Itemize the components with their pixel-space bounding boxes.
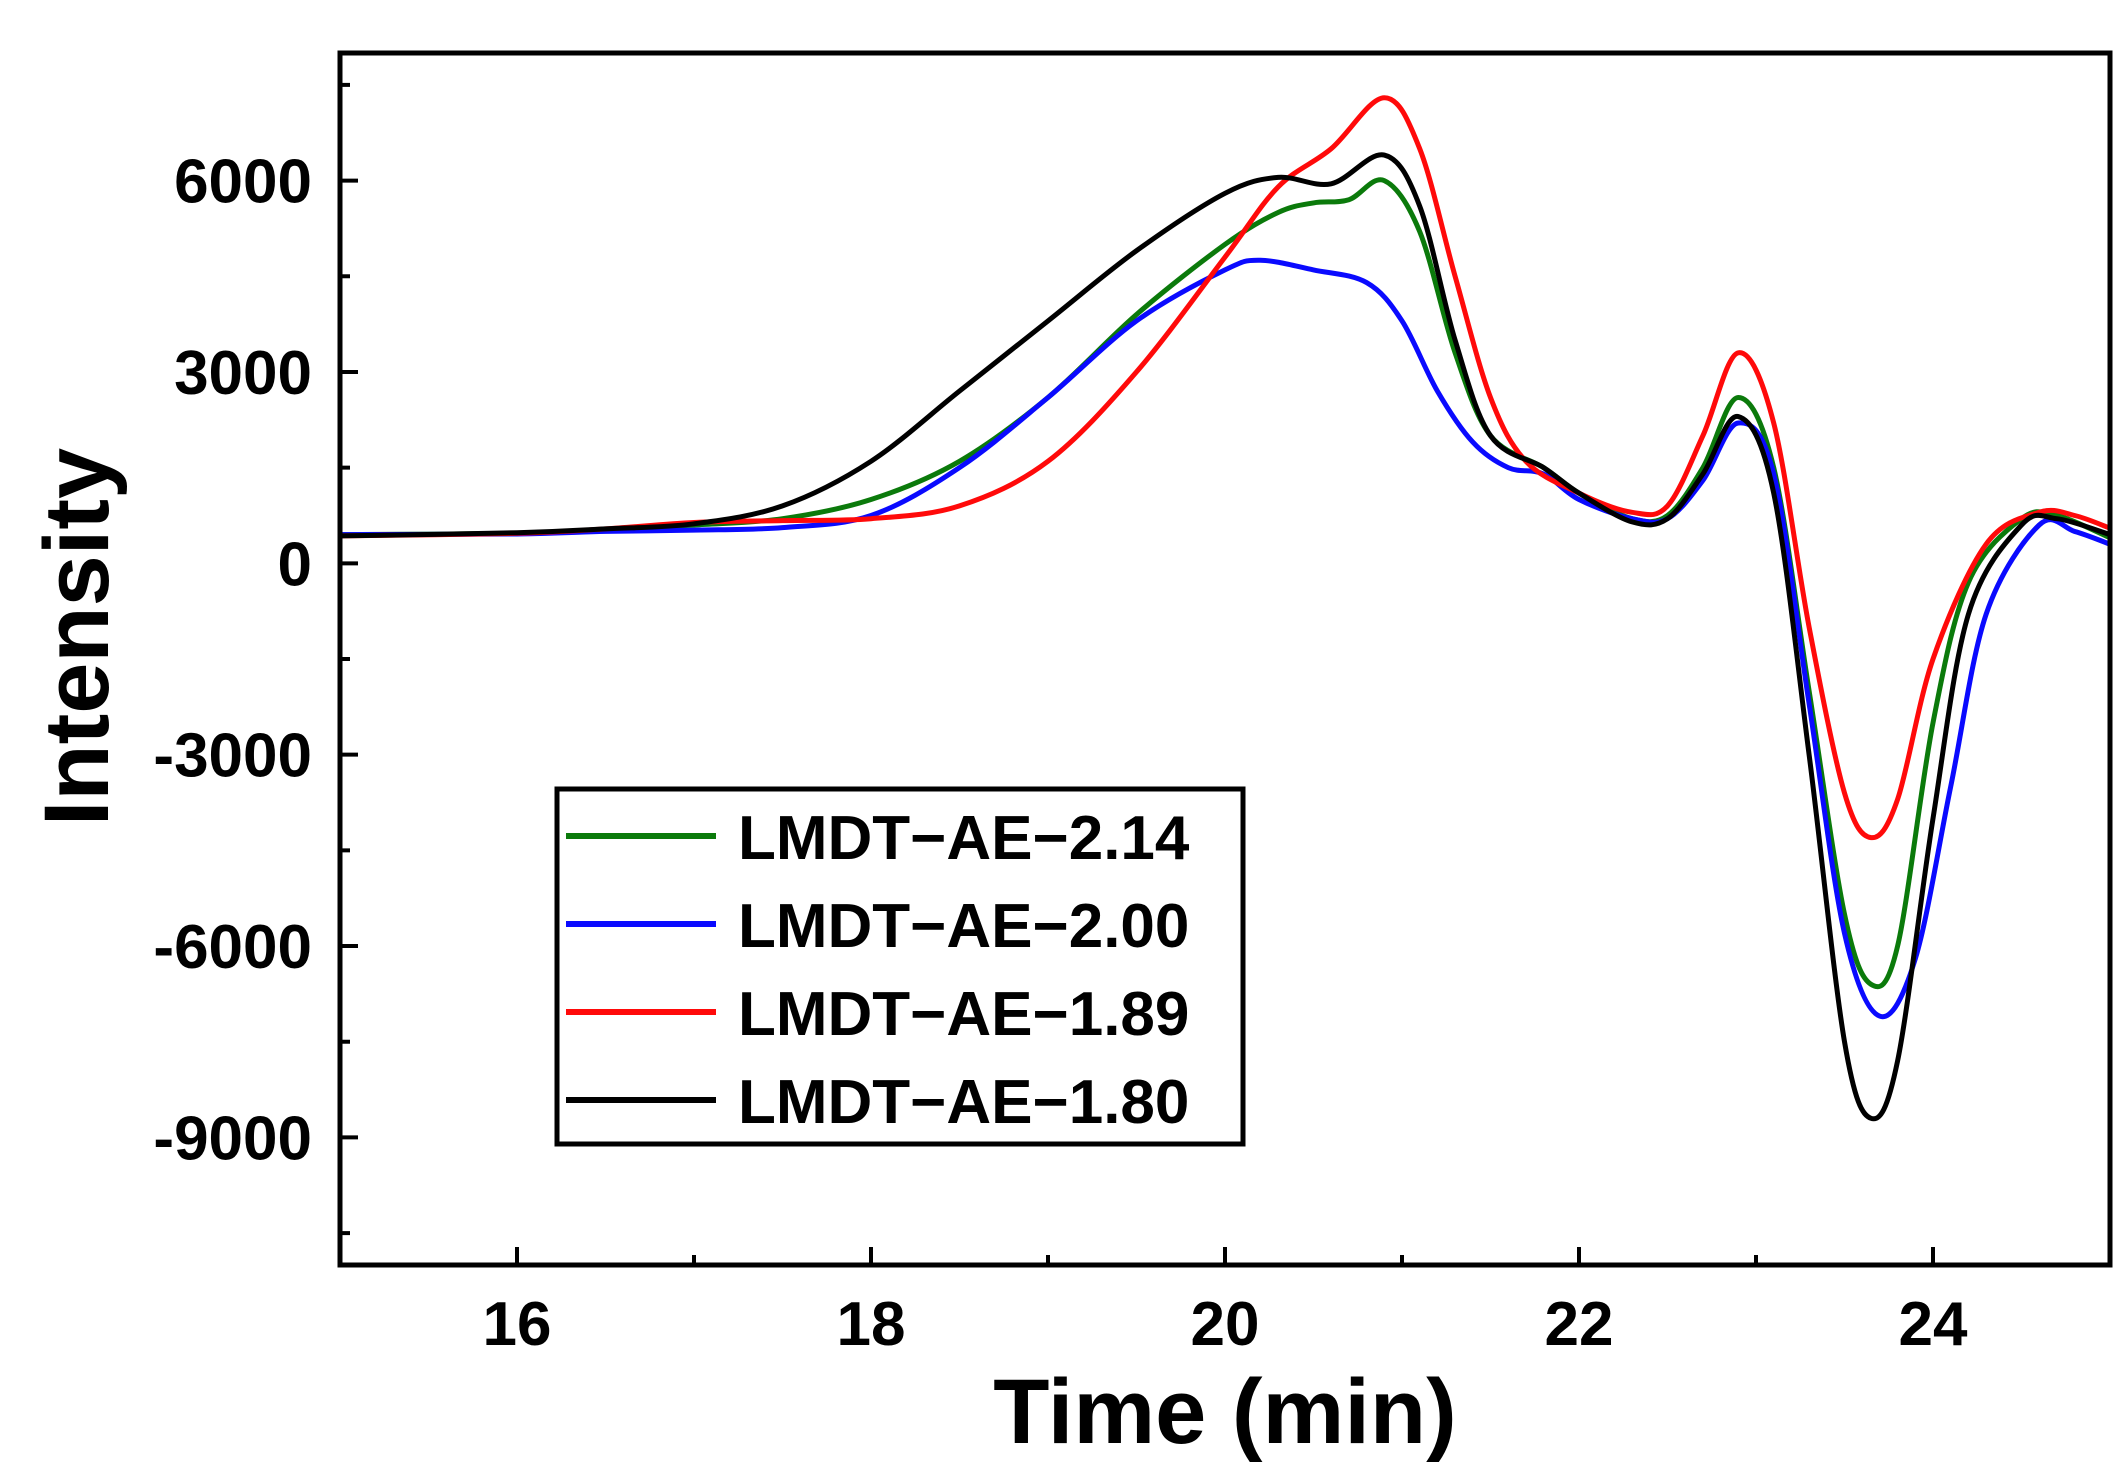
legend-label-2: LMDT−AE−2.00 xyxy=(738,892,1189,961)
x-tick-label: 16 xyxy=(483,1290,552,1359)
series-layer xyxy=(340,95,2110,1122)
axes-layer: 16 18 20 22 24 6000 3000 0 -3000 -6000 -9000 xyxy=(153,82,1968,1359)
legend-label-1: LMDT−AE−2.14 xyxy=(738,804,1190,873)
y-tick-label: -6000 xyxy=(153,913,312,982)
y-tick-label: 3000 xyxy=(174,339,312,408)
legend-box xyxy=(554,786,1246,1147)
x-axis-title: Time (min) xyxy=(993,1361,1456,1463)
x-tick-label: 24 xyxy=(1899,1290,1968,1359)
series-line-4 xyxy=(340,152,2110,1122)
x-tick-label: 22 xyxy=(1545,1290,1614,1359)
y-tick-label: -9000 xyxy=(153,1104,312,1173)
y-tick-label: 6000 xyxy=(174,148,312,217)
series-line-3 xyxy=(340,95,2110,841)
plot-frame xyxy=(337,50,2113,1268)
x-tick-label: 18 xyxy=(837,1290,906,1359)
y-axis-title: Intensity xyxy=(26,448,128,826)
y-tick-label: 0 xyxy=(278,530,312,599)
y-tick-label: -3000 xyxy=(153,722,312,791)
legend-label-3: LMDT−AE−1.89 xyxy=(738,980,1189,1049)
x-tick-label: 20 xyxy=(1191,1290,1260,1359)
legend-label-4: LMDT−AE−1.80 xyxy=(738,1068,1189,1137)
legend: LMDT−AE−2.14 LMDT−AE−2.00 LMDT−AE−1.89 LMDT… xyxy=(554,786,1246,1147)
